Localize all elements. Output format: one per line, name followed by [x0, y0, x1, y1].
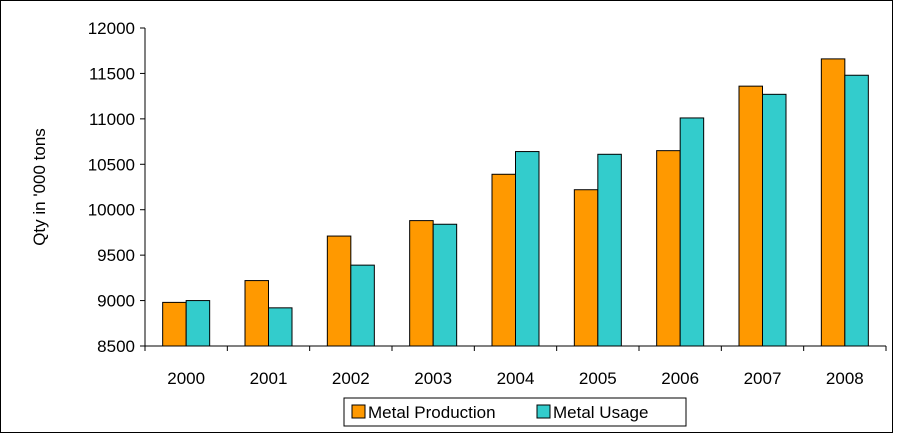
bar-metal-usage: [762, 93, 787, 347]
y-tick-label: 9000: [97, 292, 135, 311]
x-tick-label: 2003: [414, 369, 452, 388]
bar-metal-production: [326, 235, 352, 347]
x-tick-label: 2000: [167, 369, 205, 388]
y-tick-label: 11000: [89, 110, 135, 129]
x-tick-label: 2008: [826, 369, 864, 388]
legend-box: [343, 397, 687, 427]
y-tick-label: 10500: [88, 155, 135, 174]
y-tick-label: 8500: [97, 337, 135, 356]
y-tick-label: 10000: [88, 201, 135, 220]
bar-metal-usage: [350, 264, 375, 347]
bar-metal-production: [491, 173, 516, 347]
bar-metal-usage: [679, 117, 705, 347]
legend: Metal Production Metal Usage: [343, 397, 687, 427]
bar-metal-production: [656, 150, 681, 347]
y-axis-ticks: 8500 9000 9500 10000 10500 11000 11500 12000: [88, 19, 145, 356]
legend-label: Metal Production: [368, 403, 496, 422]
bars: [162, 58, 869, 347]
bar-metal-usage: [515, 151, 540, 347]
x-tick-label: 2007: [744, 369, 782, 388]
bar-metal-production: [162, 301, 187, 347]
bar-metal-usage: [268, 307, 293, 347]
bar-metal-production: [738, 85, 763, 347]
bar-metal-usage: [185, 300, 211, 347]
bar-metal-production: [573, 189, 599, 347]
x-tick-label: 2005: [579, 369, 617, 388]
bar-metal-production: [244, 280, 269, 347]
bar-metal-production: [820, 58, 846, 347]
y-tick-label: 12000: [88, 19, 135, 38]
legend-label: Metal Usage: [553, 403, 648, 422]
bar-metal-production: [409, 220, 434, 347]
y-axis-title: Qty in '000 tons: [30, 128, 49, 246]
bar-metal-usage: [432, 223, 458, 347]
x-tick-label: 2001: [250, 369, 288, 388]
bar-metal-usage: [597, 153, 622, 347]
bar-metal-usage: [844, 74, 869, 347]
x-tick-label: 2002: [332, 369, 370, 388]
y-tick-label: 9500: [97, 246, 135, 265]
legend-swatch: [351, 404, 366, 419]
x-axis-ticks: 2000 2001 2002 2003 2004 2005 2006 2007 2008: [144, 346, 887, 388]
x-tick-label: 2006: [661, 369, 699, 388]
x-tick-label: 2004: [497, 369, 535, 388]
y-tick-label: 11500: [89, 64, 135, 83]
legend-swatch: [536, 404, 551, 419]
